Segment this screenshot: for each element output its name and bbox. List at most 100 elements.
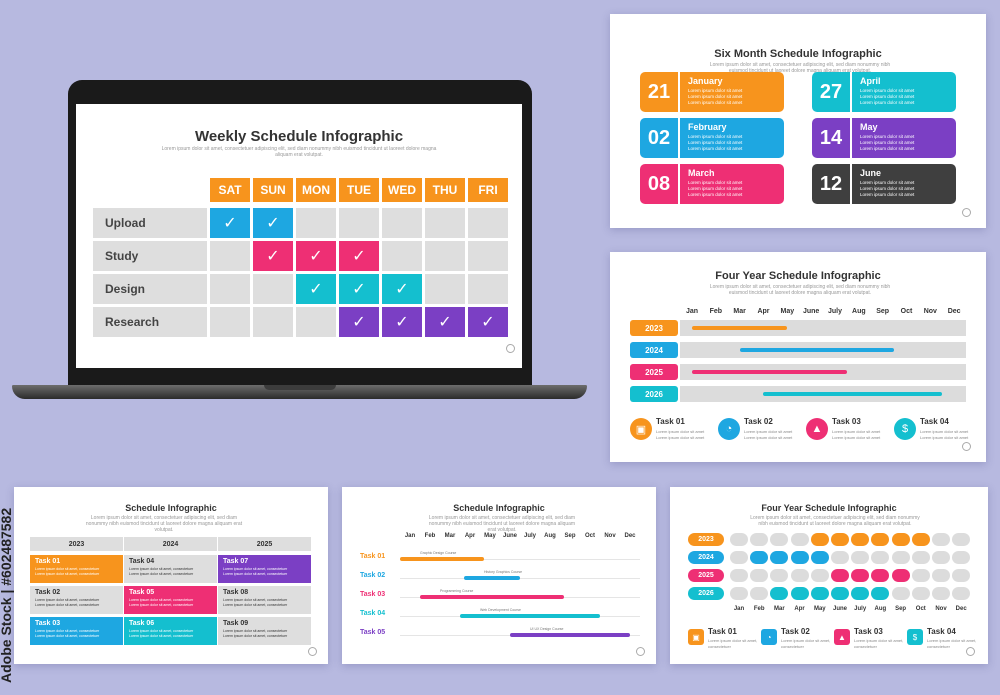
- day-number: 12: [812, 164, 850, 204]
- chart-icon: ▲: [806, 418, 828, 440]
- schedule-table-slide: Schedule Infographic Lorem ipsum dolor s…: [14, 487, 328, 664]
- empty-cell: [425, 274, 465, 304]
- stopwatch-icon: ◔: [718, 418, 740, 440]
- task-description: Lorem ipsum dolor sit amet, consectetuer: [223, 633, 288, 638]
- slide-logo-icon: [966, 647, 975, 656]
- day-header-sun: SUN: [253, 178, 293, 202]
- weekly-description: Lorem ipsum dolor sit amet, consectetuer…: [161, 146, 437, 158]
- schedule-gantt-description: Lorem ipsum dolor sit amet, consectetuer…: [428, 515, 576, 533]
- bullet-text: Lorem ipsum dolor sit amet: [688, 140, 743, 145]
- schedule-table-description: Lorem ipsum dolor sit amet, consectetuer…: [85, 515, 243, 533]
- month-label: Feb: [753, 606, 765, 612]
- month-pill-empty: [770, 533, 789, 546]
- month-label: Dec: [947, 308, 961, 315]
- money-icon: $: [894, 418, 916, 440]
- year-header: 2023: [30, 537, 123, 551]
- task-cell: Task 05 Lorem ipsum dolor sit amet, conse…: [124, 586, 217, 614]
- month-label: Sep: [564, 533, 576, 539]
- six-month-description: Lorem ipsum dolor sit amet, consectetuer…: [709, 62, 891, 74]
- month-name: April: [860, 76, 881, 86]
- stock-watermark: Adobe Stock | #602487582: [0, 455, 26, 695]
- month-pill-empty: [750, 587, 769, 600]
- bullet-text: Lorem ipsum dolor sit amet: [860, 192, 915, 197]
- four-year-pills-description: Lorem ipsum dolor sit amet, consectetuer…: [750, 515, 920, 527]
- timeline-line: [400, 559, 640, 560]
- month-pill-empty: [911, 551, 930, 564]
- month-label: Aug: [874, 606, 887, 612]
- month-label: Mar: [733, 308, 746, 315]
- weekly-title: Weekly Schedule Infographic: [194, 128, 404, 145]
- month-pill-filled: [891, 533, 910, 546]
- month-label: June: [802, 308, 820, 315]
- month-pill-empty: [831, 551, 849, 564]
- check-cell: ✓: [339, 241, 379, 271]
- task-description: Lorem ipsum dolor sit amet, consectetuer: [129, 629, 194, 633]
- month-pill-filled: [790, 551, 809, 564]
- bullet-text: Lorem ipsum dolor sit amet: [688, 94, 743, 99]
- task-name: Task 04: [360, 610, 386, 617]
- task-description: Lorem ipsum dolor sit amet, consectetuer: [35, 633, 100, 638]
- timeline-bar: [510, 633, 630, 637]
- month-pill-filled: [810, 533, 829, 546]
- task-description: Lorem ipsum dolor sit amet, consectetuer: [223, 602, 288, 607]
- task-name: Task 01: [35, 558, 61, 565]
- month-label: Feb: [709, 308, 723, 315]
- task-name: Task 07: [223, 558, 249, 565]
- task-description: Lorem ipsum dolor sit amet, consectetuer: [129, 602, 194, 607]
- six-month-slide: Six Month Schedule Infographic Lorem ips…: [610, 14, 986, 228]
- check-cell: ✓: [339, 274, 379, 304]
- task-name: Task 09: [223, 620, 249, 627]
- year-label: 2026: [688, 587, 724, 600]
- task-description: Lorem ipsum dolor sit amet: [920, 429, 969, 434]
- task-description: Lorem ipsum dolor sit amet, consectetuer: [223, 629, 288, 633]
- check-cell: ✓: [382, 307, 422, 337]
- timeline-bar: [464, 576, 520, 580]
- empty-cell: [210, 307, 250, 337]
- timeline-bar: [763, 392, 943, 396]
- briefcase-icon: ▣: [630, 418, 652, 440]
- empty-cell: [296, 307, 336, 337]
- task-cell: Task 08 Lorem ipsum dolor sit amet, conse…: [218, 586, 311, 614]
- month-label: Sep: [876, 308, 890, 315]
- task-description: Lorem ipsum dolor sit amet: [744, 435, 793, 440]
- day-header-sat: SAT: [210, 178, 250, 202]
- empty-cell: [253, 307, 293, 337]
- month-label: Nov: [604, 533, 616, 539]
- bullet-text: Lorem ipsum dolor sit amet: [688, 192, 743, 197]
- task-description: Lorem ipsum dolor sit amet: [744, 429, 793, 434]
- bar-label: UI UX Design Course: [530, 627, 564, 631]
- task-description: Lorem ipsum dolor sit amet, consectetuer: [35, 629, 100, 633]
- month-pill-empty: [911, 569, 930, 582]
- month-label: Dec: [624, 533, 636, 539]
- four-year-title: Four Year Schedule Infographic: [715, 270, 881, 282]
- month-pill-filled: [831, 569, 849, 582]
- month-pill-empty: [932, 587, 950, 600]
- task-name: Task 02: [781, 627, 810, 636]
- day-number: 08: [640, 164, 678, 204]
- day-header-wed: WED: [382, 178, 422, 202]
- timeline-line: [400, 578, 640, 579]
- month-pill-empty: [851, 551, 870, 564]
- task-cell: Task 04 Lorem ipsum dolor sit amet, conse…: [124, 555, 217, 583]
- bullet-text: Lorem ipsum dolor sit amet: [860, 134, 915, 139]
- day-number: 21: [640, 72, 678, 112]
- month-label: Apr: [757, 308, 770, 315]
- check-cell: ✓: [296, 274, 336, 304]
- check-cell: ✓: [210, 208, 250, 238]
- month-label: Jan: [733, 606, 745, 612]
- month-pill-empty: [932, 533, 950, 546]
- empty-cell: [253, 274, 293, 304]
- task-description: Lorem ipsum dolor sit amet, consectetuer: [35, 571, 100, 576]
- month-pill-empty: [730, 551, 748, 564]
- bullet-text: Lorem ipsum dolor sit amet: [860, 100, 915, 105]
- row-label-study: Study: [93, 241, 207, 271]
- month-pill-filled: [851, 569, 870, 582]
- bullet-text: Lorem ipsum dolor sit amet: [688, 180, 743, 185]
- bullet-text: Lorem ipsum dolor sit amet: [688, 146, 743, 151]
- month-name: March: [688, 168, 715, 178]
- task-description: Lorem ipsum dolor sit amet, consectetuer: [223, 567, 288, 571]
- month-label: May: [484, 533, 496, 539]
- month-pill-empty: [952, 587, 971, 600]
- task-name: Task 06: [129, 620, 155, 627]
- month-card: March Lorem ipsum dolor sit amet Lorem ips…: [680, 164, 784, 204]
